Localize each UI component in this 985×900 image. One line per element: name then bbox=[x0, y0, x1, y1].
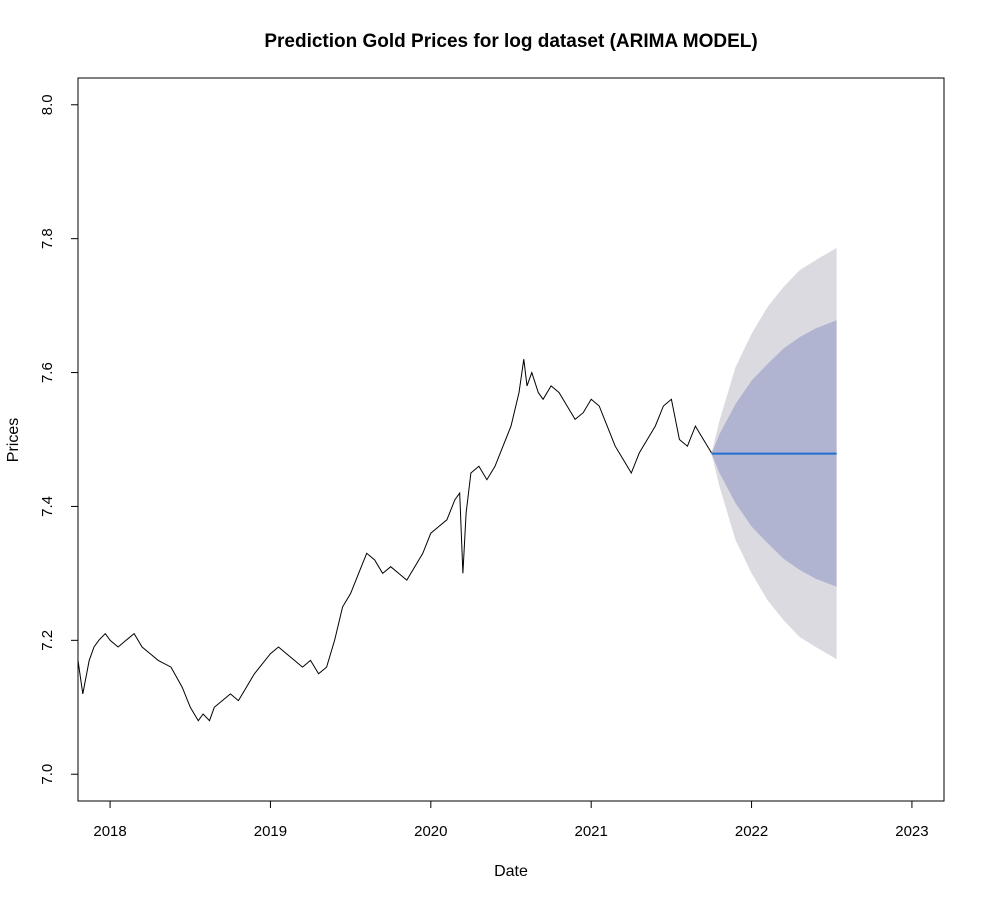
y-axis-label: Prices bbox=[5, 418, 22, 462]
x-axis: 2018 2019 2020 2021 2022 2023 bbox=[93, 801, 929, 840]
history-price-line bbox=[77, 359, 712, 722]
x-tick-label: 2022 bbox=[735, 823, 768, 840]
chart-title: Prediction Gold Prices for log dataset (… bbox=[264, 31, 757, 52]
y-tick-label: 8.0 bbox=[39, 94, 56, 115]
y-tick-label: 7.2 bbox=[39, 630, 56, 651]
y-tick-label: 7.0 bbox=[39, 764, 56, 785]
x-tick-label: 2020 bbox=[414, 823, 447, 840]
x-tick-label: 2021 bbox=[574, 823, 607, 840]
x-tick-label: 2018 bbox=[93, 823, 126, 840]
x-tick-label: 2019 bbox=[254, 823, 287, 840]
x-axis-label: Date bbox=[494, 863, 528, 880]
plot-frame bbox=[77, 77, 945, 802]
y-axis: 7.0 7.2 7.4 7.6 7.8 8.0 bbox=[39, 94, 78, 785]
y-tick-label: 7.8 bbox=[39, 228, 56, 249]
x-tick-label: 2023 bbox=[895, 823, 928, 840]
y-tick-label: 7.6 bbox=[39, 362, 56, 383]
y-tick-label: 7.4 bbox=[39, 496, 56, 517]
